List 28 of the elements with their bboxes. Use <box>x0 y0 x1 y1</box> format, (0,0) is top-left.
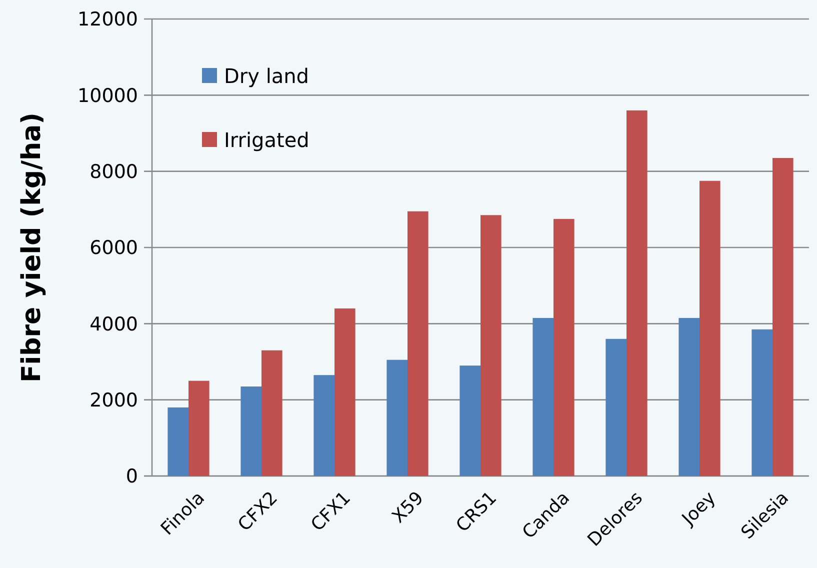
y-tick-label: 6000 <box>90 237 138 260</box>
bar <box>480 215 502 476</box>
bar <box>408 211 428 476</box>
y-tick-label: 8000 <box>90 160 138 183</box>
bar <box>314 375 334 476</box>
bar <box>554 218 574 476</box>
bar <box>240 386 262 476</box>
y-tick-label: 12000 <box>78 8 138 31</box>
y-tick-label: 4000 <box>90 313 138 336</box>
legend-label: Irrigated <box>224 128 310 152</box>
bar <box>606 338 626 476</box>
bar <box>386 360 408 476</box>
bar <box>334 308 356 476</box>
y-tick-label: 2000 <box>90 389 138 412</box>
bar <box>262 350 282 476</box>
bar <box>188 380 210 476</box>
bar <box>532 318 554 476</box>
bar <box>752 329 772 476</box>
y-tick-label: 0 <box>126 466 138 488</box>
y-tick-label: 10000 <box>78 84 138 107</box>
bar <box>700 180 720 476</box>
bar <box>460 366 480 476</box>
legend-label: Dry land <box>224 64 309 88</box>
bar <box>626 110 648 476</box>
bar <box>772 158 794 476</box>
bar <box>168 407 188 476</box>
bar <box>678 318 700 476</box>
y-axis-title: Fibre yield (kg/ha) <box>17 112 47 383</box>
